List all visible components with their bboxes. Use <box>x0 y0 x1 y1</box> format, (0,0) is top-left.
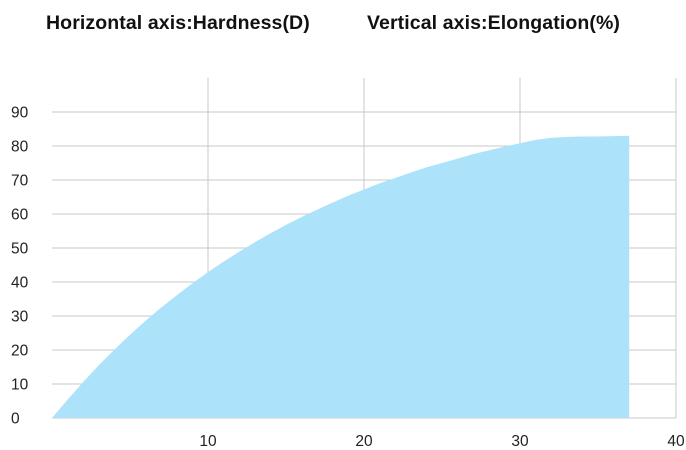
vertical-axis-caption: Vertical axis:Elongation(%) <box>367 12 621 34</box>
y-tick-label-10: 10 <box>11 377 29 394</box>
x-tick-label-10: 10 <box>199 433 217 450</box>
plot-area <box>52 135 630 419</box>
y-tick-label-80: 80 <box>11 139 29 156</box>
horizontal-axis-caption: Horizontal axis:Hardness(D) <box>46 12 310 34</box>
y-tick-label-20: 20 <box>11 343 29 360</box>
y-tick-label-40: 40 <box>11 275 29 292</box>
y-tick-label-60: 60 <box>11 207 29 224</box>
x-tick-label-30: 30 <box>511 433 529 450</box>
chart-title-bar: Horizontal axis:Hardness(D) Vertical axi… <box>0 6 686 42</box>
y-axis-ticks: 0 10 20 30 40 50 60 70 80 90 <box>11 105 29 428</box>
area-series-0 <box>52 135 630 419</box>
y-tick-label-70: 70 <box>11 173 29 190</box>
y-tick-label-50: 50 <box>11 241 29 258</box>
x-tick-label-20: 20 <box>355 433 373 450</box>
y-tick-label-0: 0 <box>11 411 20 428</box>
x-axis-ticks: 10 20 30 40 <box>199 433 685 450</box>
y-tick-label-30: 30 <box>11 309 29 326</box>
y-tick-label-90: 90 <box>11 105 29 122</box>
x-tick-label-40: 40 <box>667 433 685 450</box>
